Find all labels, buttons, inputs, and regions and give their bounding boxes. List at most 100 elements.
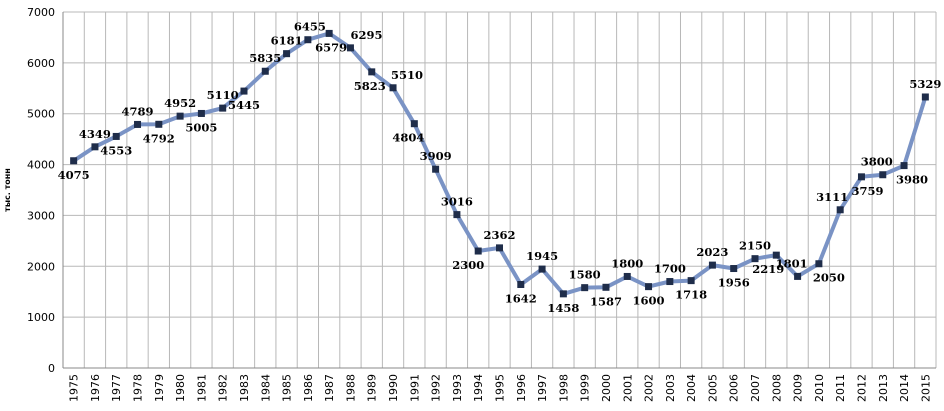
y-tick-label: 5000 bbox=[27, 108, 55, 121]
y-tick-label: 0 bbox=[48, 362, 55, 375]
x-tick-label: 2006 bbox=[728, 374, 741, 402]
data-point bbox=[176, 112, 184, 120]
y-tick-labels: 0 1000 2000 3000 4000 5000 6000 7000 bbox=[27, 6, 55, 375]
x-tick-label: 1986 bbox=[302, 374, 315, 402]
data-label: 6181 bbox=[271, 34, 303, 48]
x-tick-label: 1977 bbox=[110, 374, 123, 402]
x-tick-label: 1984 bbox=[259, 374, 272, 402]
data-label: 3800 bbox=[861, 155, 893, 169]
data-point bbox=[772, 251, 780, 259]
x-tick-label: 2003 bbox=[664, 374, 677, 402]
data-label: 2023 bbox=[696, 245, 728, 259]
x-tick-label: 1999 bbox=[579, 374, 592, 402]
data-point bbox=[389, 84, 397, 92]
data-label: 2362 bbox=[483, 228, 515, 242]
data-point bbox=[708, 261, 716, 269]
x-tick-label: 2001 bbox=[621, 374, 634, 402]
x-tick-labels: 1975 1976 1977 1978 1979 1980 1981 1982 1983 1984… bbox=[68, 374, 933, 402]
x-tick-label: 1987 bbox=[323, 374, 336, 402]
data-point bbox=[645, 283, 653, 291]
data-label: 4349 bbox=[79, 127, 111, 141]
data-point bbox=[432, 165, 440, 173]
x-tick-label: 2007 bbox=[749, 374, 762, 402]
x-tick-label: 1995 bbox=[494, 374, 507, 402]
data-label: 2300 bbox=[452, 258, 484, 272]
x-tick-label: 2002 bbox=[643, 374, 656, 402]
data-label: 1945 bbox=[526, 249, 558, 263]
data-label: 2219 bbox=[752, 262, 784, 276]
gridlines bbox=[62, 11, 937, 369]
data-label: 4792 bbox=[143, 131, 175, 145]
data-label: 1718 bbox=[675, 288, 707, 302]
x-tick-label: 2008 bbox=[770, 374, 783, 402]
data-point bbox=[453, 211, 461, 219]
data-point bbox=[730, 265, 738, 273]
data-label: 3111 bbox=[816, 190, 848, 204]
data-point bbox=[304, 36, 312, 44]
x-tick-label: 1996 bbox=[515, 374, 528, 402]
data-point bbox=[91, 143, 99, 151]
y-tick-label: 4000 bbox=[27, 159, 55, 172]
x-tick-label: 1979 bbox=[153, 374, 166, 402]
data-label: 3909 bbox=[420, 149, 452, 163]
data-point bbox=[368, 68, 376, 76]
x-tick-label: 1976 bbox=[89, 374, 102, 402]
series-line bbox=[71, 31, 928, 296]
data-label: 2150 bbox=[739, 239, 771, 253]
data-label: 4075 bbox=[58, 168, 90, 182]
y-tick-label: 3000 bbox=[27, 209, 55, 222]
x-tick-label: 1997 bbox=[536, 374, 549, 402]
data-point bbox=[283, 50, 291, 58]
data-label: 5835 bbox=[249, 51, 281, 65]
data-point bbox=[474, 247, 482, 255]
x-tick-label: 2015 bbox=[919, 374, 932, 402]
data-label: 1801 bbox=[776, 256, 808, 270]
x-tick-label: 1978 bbox=[132, 374, 145, 402]
data-point bbox=[857, 173, 865, 181]
data-label: 5110 bbox=[207, 88, 239, 102]
data-point bbox=[410, 120, 418, 128]
x-tick-label: 1980 bbox=[174, 374, 187, 402]
data-label: 5445 bbox=[228, 98, 260, 112]
data-label: 4952 bbox=[164, 96, 196, 110]
data-label: 1458 bbox=[547, 301, 579, 315]
x-tick-label: 1992 bbox=[430, 374, 443, 402]
data-point bbox=[921, 93, 929, 101]
x-tick-label: 2004 bbox=[685, 374, 698, 402]
data-point bbox=[325, 29, 333, 37]
x-tick-label: 1993 bbox=[451, 374, 464, 402]
data-point bbox=[112, 132, 120, 140]
data-label: 4804 bbox=[392, 131, 424, 145]
data-label: 3759 bbox=[851, 184, 883, 198]
data-point bbox=[538, 265, 546, 273]
data-point bbox=[879, 171, 887, 179]
x-tick-label: 1985 bbox=[281, 374, 294, 402]
data-point bbox=[794, 272, 802, 280]
x-tick-label: 1981 bbox=[195, 374, 208, 402]
data-label: 2050 bbox=[813, 271, 845, 285]
x-tick-label: 1998 bbox=[557, 374, 570, 402]
data-point bbox=[581, 284, 589, 292]
data-point bbox=[346, 44, 354, 52]
y-tick-label: 6000 bbox=[27, 57, 55, 70]
data-label: 6455 bbox=[294, 20, 326, 34]
x-tick-label: 1989 bbox=[366, 374, 379, 402]
data-point bbox=[155, 120, 163, 128]
x-tick-label: 1991 bbox=[408, 374, 421, 402]
data-point bbox=[900, 162, 908, 170]
axes bbox=[62, 12, 936, 369]
x-tick-label: 1990 bbox=[387, 374, 400, 402]
data-label: 5329 bbox=[909, 77, 941, 91]
data-point bbox=[496, 244, 503, 252]
data-label: 1956 bbox=[718, 276, 750, 290]
x-tick-label: 2010 bbox=[813, 374, 826, 402]
x-tick-label: 2013 bbox=[877, 374, 890, 402]
y-tick-label: 7000 bbox=[27, 6, 55, 19]
y-tick-label: 2000 bbox=[27, 260, 55, 273]
data-label: 3980 bbox=[896, 173, 928, 187]
data-point bbox=[219, 104, 227, 112]
data-label: 4789 bbox=[122, 104, 154, 118]
x-tick-label: 2014 bbox=[898, 374, 911, 402]
